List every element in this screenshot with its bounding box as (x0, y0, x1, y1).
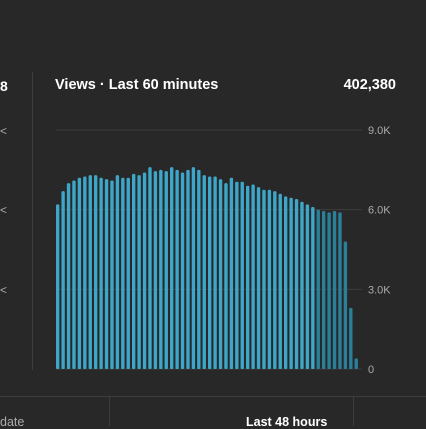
bar[interactable] (300, 201, 304, 369)
bar[interactable] (170, 167, 174, 369)
bar[interactable] (191, 167, 196, 369)
bar[interactable] (186, 169, 190, 369)
panel-divider (32, 72, 33, 370)
bar[interactable] (322, 210, 326, 369)
bar[interactable] (218, 179, 223, 369)
bar[interactable] (267, 189, 272, 369)
bar[interactable] (180, 172, 185, 369)
bar[interactable] (197, 169, 201, 369)
bar[interactable] (99, 177, 103, 369)
bar[interactable] (56, 204, 60, 369)
chart-title: Views · Last 60 minutes (55, 77, 219, 93)
bar[interactable] (246, 185, 250, 369)
bar[interactable] (61, 191, 65, 369)
bar[interactable] (278, 193, 282, 369)
bar[interactable] (110, 180, 114, 369)
bar[interactable] (349, 307, 353, 369)
bar[interactable] (175, 169, 179, 369)
bar[interactable] (273, 191, 277, 369)
bar[interactable] (202, 175, 206, 369)
bar[interactable] (132, 173, 136, 369)
bar[interactable] (235, 181, 239, 369)
bar[interactable] (294, 199, 299, 369)
bar[interactable] (354, 358, 358, 369)
bar[interactable] (343, 241, 348, 369)
footer-tab-label[interactable]: date (0, 415, 25, 429)
footer-separator (353, 397, 354, 426)
bar[interactable] (83, 176, 87, 369)
bar[interactable] (289, 197, 293, 369)
bar[interactable] (104, 179, 109, 369)
bar[interactable] (88, 175, 92, 369)
left-tick-label: < (0, 203, 8, 217)
bar[interactable] (213, 176, 217, 369)
y-tick-label: 0 (368, 364, 374, 376)
bar[interactable] (148, 167, 152, 369)
left-tick-label: < (0, 283, 8, 297)
bar[interactable] (208, 176, 212, 369)
bar[interactable] (262, 189, 266, 369)
left-panel-value: 8 (0, 78, 8, 94)
bar[interactable] (164, 171, 168, 369)
bar[interactable] (153, 171, 158, 369)
bar[interactable] (332, 210, 337, 369)
bar[interactable] (229, 177, 234, 369)
bar[interactable] (121, 177, 125, 369)
bar[interactable] (224, 183, 228, 369)
bar[interactable] (316, 209, 320, 369)
y-tick-label: 6.0K (368, 205, 391, 217)
left-tick-label: < (0, 124, 8, 138)
bar[interactable] (94, 175, 98, 369)
bar[interactable] (66, 183, 71, 369)
footer-tab-last-48-hours[interactable]: Last 48 hours (246, 415, 328, 429)
bar[interactable] (240, 181, 244, 369)
y-tick-label: 3.0K (368, 284, 391, 296)
bar[interactable] (311, 207, 315, 369)
bar[interactable] (77, 177, 82, 369)
bar[interactable] (256, 187, 261, 369)
footer-separator (109, 397, 110, 426)
bar[interactable] (137, 175, 141, 369)
bar[interactable] (251, 184, 255, 369)
bar[interactable] (327, 212, 331, 369)
views-bar-chart[interactable]: 9.0K 6.0K 3.0K 0 (0, 0, 426, 396)
bar[interactable] (159, 169, 163, 369)
y-tick-label: 9.0K (368, 125, 391, 137)
bar[interactable] (142, 172, 147, 369)
bar[interactable] (126, 177, 130, 369)
bar[interactable] (284, 196, 288, 369)
bar[interactable] (305, 204, 310, 369)
bar[interactable] (115, 175, 120, 369)
chart-total-views: 402,380 (343, 77, 396, 93)
bar[interactable] (338, 212, 342, 369)
bar[interactable] (72, 180, 76, 369)
footer-divider (0, 396, 426, 397)
